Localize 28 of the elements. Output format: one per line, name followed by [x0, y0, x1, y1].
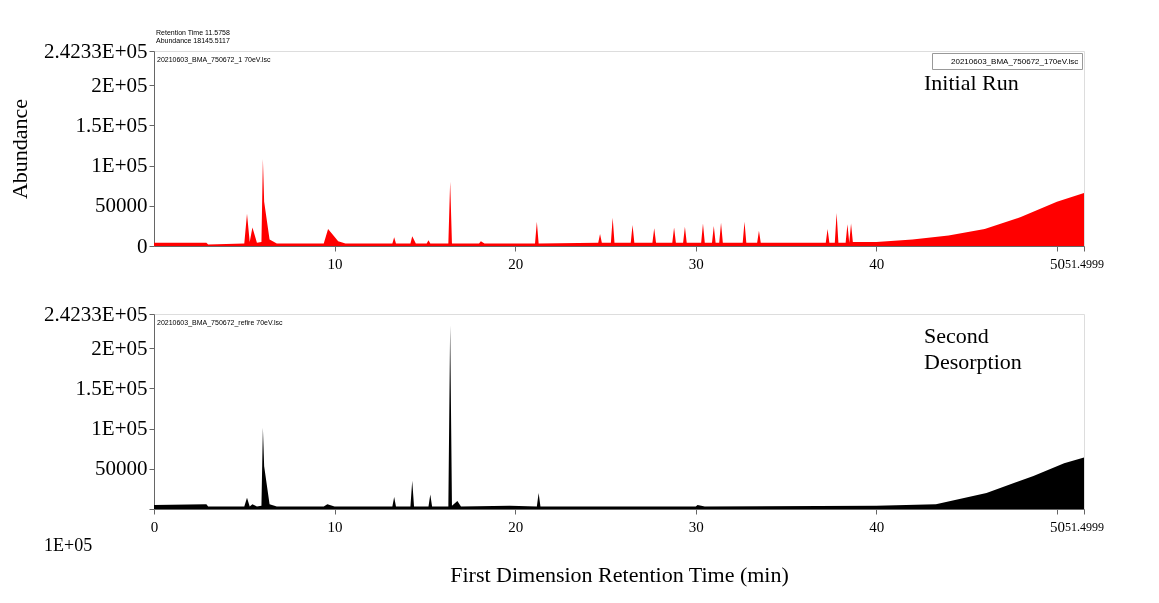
x-tick-label: 30 [688, 255, 704, 272]
y-tick-label: 2.4233E+05 [44, 301, 148, 326]
y-tick-label: 1E+05 [91, 416, 148, 441]
y-tick-label: 2E+05 [91, 72, 148, 97]
x-tick-label: 50 [1049, 518, 1065, 535]
y-tick-label: 1E+05 [91, 153, 148, 178]
x-axis-title: First Dimension Retention Time (min) [450, 561, 789, 587]
x-tick-label: 51.4999 [1065, 256, 1104, 271]
x-tick-label: 40 [869, 518, 885, 535]
y-tick-label: 50000 [95, 193, 148, 218]
y-tick-label: 1.5E+05 [75, 112, 148, 137]
x-tick-label: 30 [688, 518, 704, 535]
annotation: Initial Run [924, 70, 1019, 95]
x-tick-label: 50 [1049, 255, 1065, 272]
x-tick-label: 51.4999 [1065, 519, 1104, 534]
y-axis-title: Abundance [7, 98, 33, 200]
x-tick-label: 20 [508, 255, 524, 272]
x-tick-label: 10 [327, 518, 343, 535]
x-tick-label: 20 [508, 518, 524, 535]
annotation: Second Desorption [924, 323, 1022, 375]
x-tick-label: 10 [327, 255, 343, 272]
x-tick-label: 0 [150, 518, 159, 535]
y-tick-label: 50000 [95, 456, 148, 481]
x-tick-label: 40 [869, 255, 885, 272]
y-tick-label: 2.4233E+05 [44, 38, 148, 63]
y-tick-label: 1.5E+05 [75, 375, 148, 400]
text: 20210603_BMA_750672_170eV.lsc [951, 57, 1079, 66]
y-tick-label: 2E+05 [91, 335, 148, 360]
